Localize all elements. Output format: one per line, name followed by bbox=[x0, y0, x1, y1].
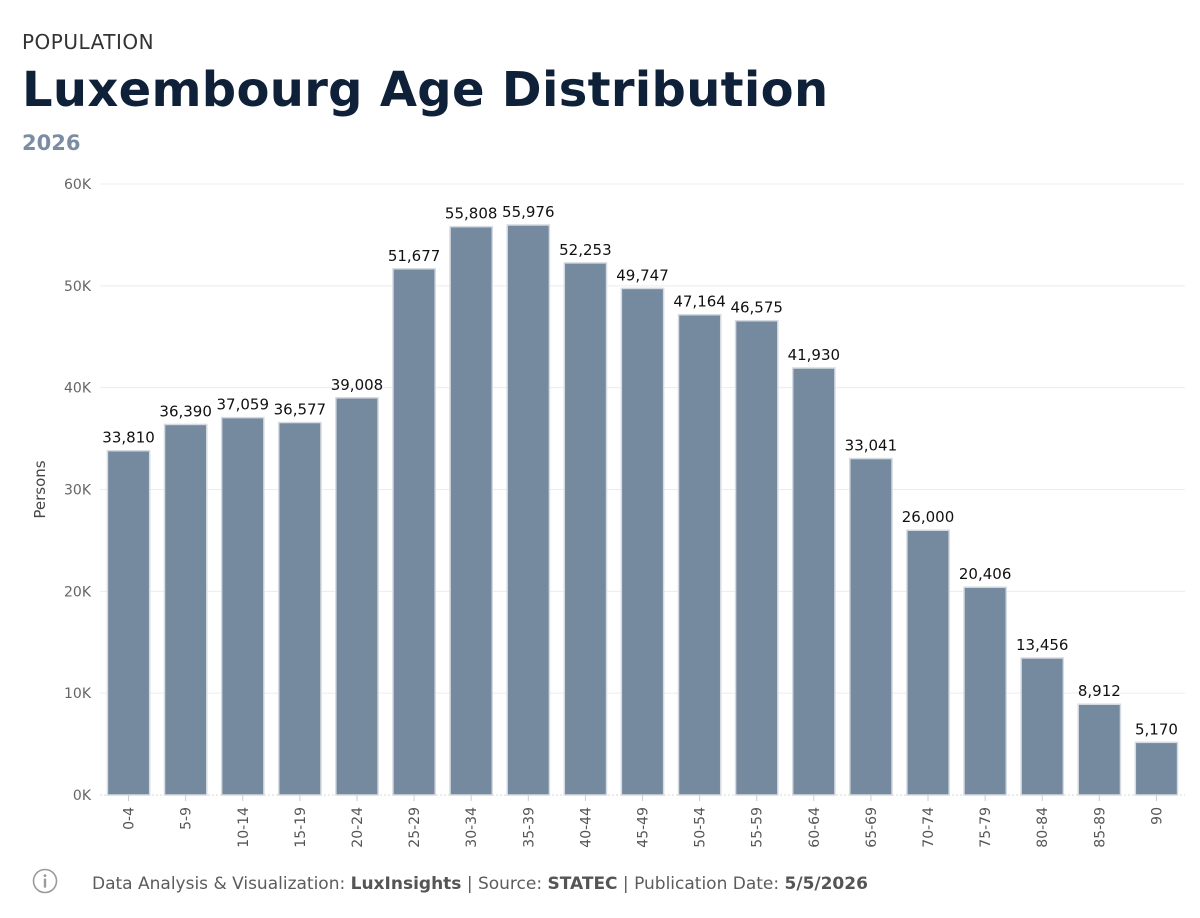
data-label: 55,808 bbox=[445, 205, 498, 223]
bar bbox=[1077, 703, 1122, 796]
footer-source-value: STATEC bbox=[547, 874, 618, 894]
bar bbox=[677, 313, 722, 796]
y-tick-label: 60K bbox=[64, 177, 92, 193]
x-tick-label: 90 bbox=[1149, 807, 1165, 825]
data-label: 47,164 bbox=[673, 293, 726, 311]
data-label: 49,747 bbox=[616, 266, 669, 284]
y-tick-label: 30K bbox=[64, 483, 92, 499]
footer-date-value: 5/5/2026 bbox=[784, 874, 868, 894]
data-label: 51,677 bbox=[388, 247, 441, 265]
bar bbox=[335, 397, 379, 796]
bar bbox=[449, 225, 494, 796]
data-label: 36,577 bbox=[274, 401, 327, 419]
bar bbox=[392, 268, 436, 796]
data-label: 5,170 bbox=[1135, 720, 1178, 738]
x-tick-label: 60-64 bbox=[807, 807, 823, 848]
x-tick-label: 45-49 bbox=[636, 807, 652, 848]
y-axis-label: Persons bbox=[31, 460, 49, 518]
bar-chart: 0K 10K 20K 30K 40K 50K 60K Persons 33,810 0-4 36,3… bbox=[31, 177, 1185, 848]
footer-analysis-label: Data Analysis & Visualization: bbox=[92, 874, 351, 894]
info-circle-icon[interactable] bbox=[32, 868, 58, 894]
x-tick-label: 85-89 bbox=[1092, 807, 1108, 848]
bar bbox=[791, 367, 836, 796]
x-tick-label: 30-34 bbox=[464, 807, 480, 848]
data-label: 37,059 bbox=[217, 396, 270, 414]
y-tick-label: 50K bbox=[64, 279, 92, 295]
footer-date-label: | Publication Date: bbox=[617, 874, 785, 894]
bar bbox=[277, 421, 322, 796]
bar bbox=[1020, 657, 1065, 796]
bar bbox=[906, 529, 950, 796]
x-tick-label: 65-69 bbox=[864, 807, 880, 848]
data-label: 41,930 bbox=[788, 346, 841, 364]
footer-analysis-value: LuxInsights bbox=[350, 874, 462, 894]
bar bbox=[220, 416, 265, 796]
data-label: 36,390 bbox=[159, 402, 212, 420]
x-tick-label: 75-79 bbox=[978, 807, 994, 848]
chart-kicker: POPULATION bbox=[22, 30, 155, 54]
x-tick-label: 20-24 bbox=[350, 807, 366, 848]
y-tick-label: 0K bbox=[73, 788, 92, 804]
x-tick-label: 50-54 bbox=[693, 807, 709, 848]
data-label: 46,575 bbox=[730, 299, 783, 317]
x-tick-label: 55-59 bbox=[750, 807, 766, 848]
data-label: 52,253 bbox=[559, 241, 612, 259]
data-label: 8,912 bbox=[1078, 682, 1121, 700]
footer-source-label: | Source: bbox=[461, 874, 548, 894]
bar bbox=[1134, 741, 1179, 796]
data-label: 33,810 bbox=[102, 429, 155, 447]
x-tick-label: 10-14 bbox=[236, 807, 252, 848]
x-tick-label: 40-44 bbox=[578, 807, 594, 848]
y-tick-label: 20K bbox=[64, 584, 92, 600]
bar bbox=[963, 586, 1008, 796]
x-tick-label: 0-4 bbox=[122, 807, 138, 830]
data-label: 39,008 bbox=[331, 376, 384, 394]
data-label: 55,976 bbox=[502, 203, 555, 221]
bar bbox=[849, 457, 893, 796]
bar bbox=[163, 423, 208, 796]
data-label: 33,041 bbox=[845, 437, 898, 455]
chart-subtitle: 2026 bbox=[22, 131, 81, 155]
bar bbox=[620, 287, 665, 796]
chart-title: Luxembourg Age Distribution bbox=[22, 62, 829, 118]
x-tick-label: 35-39 bbox=[521, 807, 537, 848]
x-tick-label: 5-9 bbox=[179, 807, 195, 830]
bar bbox=[106, 449, 151, 796]
data-label: 20,406 bbox=[959, 565, 1012, 583]
footer-credits: Data Analysis & Visualization: LuxInsigh… bbox=[92, 874, 868, 894]
bar bbox=[506, 224, 551, 796]
x-tick-label: 15-19 bbox=[293, 807, 309, 848]
data-label: 13,456 bbox=[1016, 636, 1069, 654]
x-tick-label: 25-29 bbox=[407, 807, 423, 848]
bar bbox=[563, 262, 608, 796]
x-tick-label: 70-74 bbox=[921, 807, 937, 848]
y-tick-label: 10K bbox=[64, 686, 92, 702]
data-label: 26,000 bbox=[902, 508, 955, 526]
y-tick-label: 40K bbox=[64, 381, 92, 397]
bar bbox=[734, 319, 779, 796]
x-tick-label: 80-84 bbox=[1035, 807, 1051, 848]
